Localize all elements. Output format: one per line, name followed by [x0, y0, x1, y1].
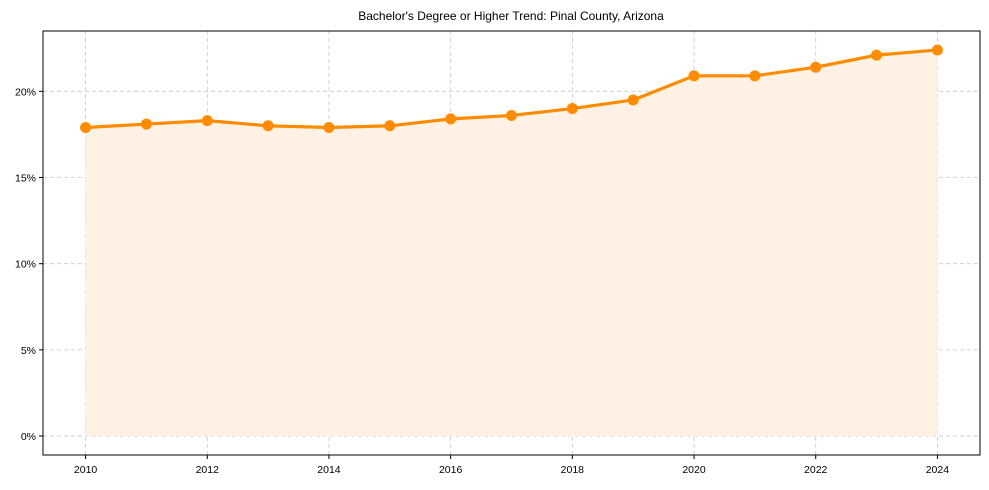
- y-axis: 0% 5% 10% 15% 20%: [15, 86, 43, 443]
- data-point-marker: [688, 70, 700, 82]
- y-tick-label: 10%: [15, 259, 36, 271]
- data-point-marker: [262, 120, 274, 132]
- chart-title: Bachelor's Degree or Higher Trend: Pinal…: [358, 9, 664, 23]
- y-tick-label: 20%: [15, 86, 36, 98]
- data-point-marker: [810, 61, 822, 73]
- data-point-marker: [201, 115, 213, 127]
- x-tick-label: 2010: [74, 464, 98, 476]
- data-point-marker: [323, 122, 335, 134]
- data-point-marker: [140, 118, 152, 130]
- data-point-marker: [80, 122, 92, 134]
- data-markers: [80, 44, 943, 134]
- data-point-marker: [445, 113, 457, 125]
- x-tick-label: 2020: [682, 464, 706, 476]
- data-point-marker: [627, 94, 639, 106]
- x-tick-label: 2024: [926, 464, 950, 476]
- x-tick-label: 2014: [317, 464, 341, 476]
- y-tick-label: 0%: [21, 431, 36, 443]
- data-point-marker: [566, 103, 578, 115]
- data-point-marker: [506, 109, 517, 121]
- data-point-marker: [871, 49, 883, 61]
- x-axis: 2010 2012 2014 2016 2018 2020 2022 2024: [74, 455, 949, 476]
- plot-frame: [42, 30, 981, 456]
- y-tick-label: 5%: [21, 345, 36, 357]
- x-tick-label: 2018: [561, 464, 585, 476]
- data-point-marker: [931, 44, 943, 56]
- data-point-marker: [749, 70, 761, 82]
- data-point-marker: [384, 120, 396, 132]
- x-tick-label: 2022: [804, 464, 828, 476]
- x-tick-label: 2016: [439, 464, 463, 476]
- y-tick-label: 15%: [15, 173, 36, 185]
- x-tick-label: 2012: [196, 464, 220, 476]
- area-fill: [85, 49, 938, 437]
